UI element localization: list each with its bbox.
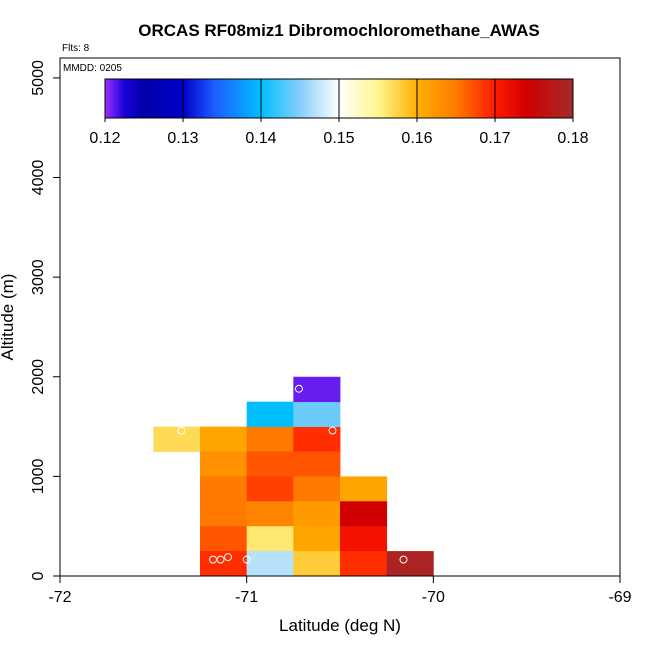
x-tick-label-2: -70 [422, 589, 445, 606]
heatmap-cell-10 [200, 476, 248, 502]
x-axis: -72 -71 -70 -69 [48, 576, 632, 606]
mmdd-annotation: MMDD: 0205 [63, 63, 122, 74]
colorbar-tick-label-2: 0.14 [245, 130, 276, 147]
colorbar-tick-label-6: 0.18 [557, 130, 588, 147]
heatmap-cell-9 [293, 451, 341, 477]
heatmap-cell-12 [293, 476, 341, 502]
y-tick-label-2: 2000 [30, 359, 47, 395]
y-tick-label-1: 1000 [30, 458, 47, 494]
sample-point-0 [177, 426, 186, 435]
sample-point-2 [328, 426, 337, 435]
y-axis: 0 1000 2000 3000 4000 5000 [30, 60, 60, 580]
heatmap-cell-13 [340, 476, 388, 502]
heatmap-cell-16 [293, 501, 341, 527]
y-axis-title: Altitude (m) [0, 274, 17, 361]
heatmap-cell-18 [200, 526, 248, 552]
heatmap-cell-20 [293, 526, 341, 552]
x-tick-label-1: -71 [235, 589, 258, 606]
colorbar-tick-label-0: 0.12 [89, 130, 120, 147]
y-tick-label-5: 5000 [30, 60, 47, 96]
colorbar-tick-label-5: 0.17 [479, 130, 510, 147]
flights-annotation: Flts: 8 [62, 43, 90, 54]
heatmap-cell-15 [246, 501, 294, 527]
colorbar-tick-label-1: 0.13 [167, 130, 198, 147]
sample-points [177, 384, 408, 564]
heatmap-cell-25 [340, 551, 388, 577]
sample-point-6 [242, 555, 251, 564]
y-tick-label-0: 0 [30, 571, 47, 580]
heatmap-cell-0 [153, 426, 201, 452]
y-tick-label-4: 4000 [30, 160, 47, 196]
heatmap-cell-8 [246, 451, 294, 477]
heatmap-cell-17 [340, 501, 388, 527]
heatmap-cell-6 [293, 376, 341, 403]
x-axis-title: Latitude (deg N) [279, 616, 401, 635]
heatmap-cell-24 [293, 551, 341, 577]
sample-point-4 [216, 555, 225, 564]
sample-point-5 [224, 553, 232, 562]
heatmap-cell-7 [200, 451, 248, 477]
plot-frame [59, 57, 621, 577]
heatmap-cell-14 [200, 501, 248, 527]
heatmap-cell-1 [200, 426, 248, 452]
colorbar: 0.12 0.13 0.14 0.15 0.16 0.17 0.18 [89, 78, 589, 147]
sample-point-7 [399, 555, 408, 564]
heatmap-cell-23 [246, 551, 294, 577]
x-tick-label-0: -72 [48, 589, 71, 606]
x-tick-label-3: -69 [608, 589, 631, 606]
heatmap-cell-4 [246, 401, 294, 427]
heatmap-cell-5 [293, 401, 341, 427]
sample-point-1 [294, 384, 303, 393]
heatmap-cells [153, 376, 434, 577]
heatmap-cell-2 [246, 426, 294, 452]
colorbar-tick-label-4: 0.16 [401, 130, 432, 147]
heatmap-cell-22 [200, 551, 248, 577]
heatmap-cell-19 [246, 526, 294, 552]
chart-title: ORCAS RF08miz1 Dibromochloromethane_AWAS [138, 21, 539, 40]
heatmap-cell-26 [386, 551, 434, 577]
colorbar-tick-label-3: 0.15 [323, 130, 354, 147]
heatmap-cell-11 [246, 476, 294, 502]
y-tick-label-3: 3000 [30, 259, 47, 295]
heatmap-cell-21 [340, 526, 388, 552]
heatmap-cell-3 [293, 426, 341, 452]
